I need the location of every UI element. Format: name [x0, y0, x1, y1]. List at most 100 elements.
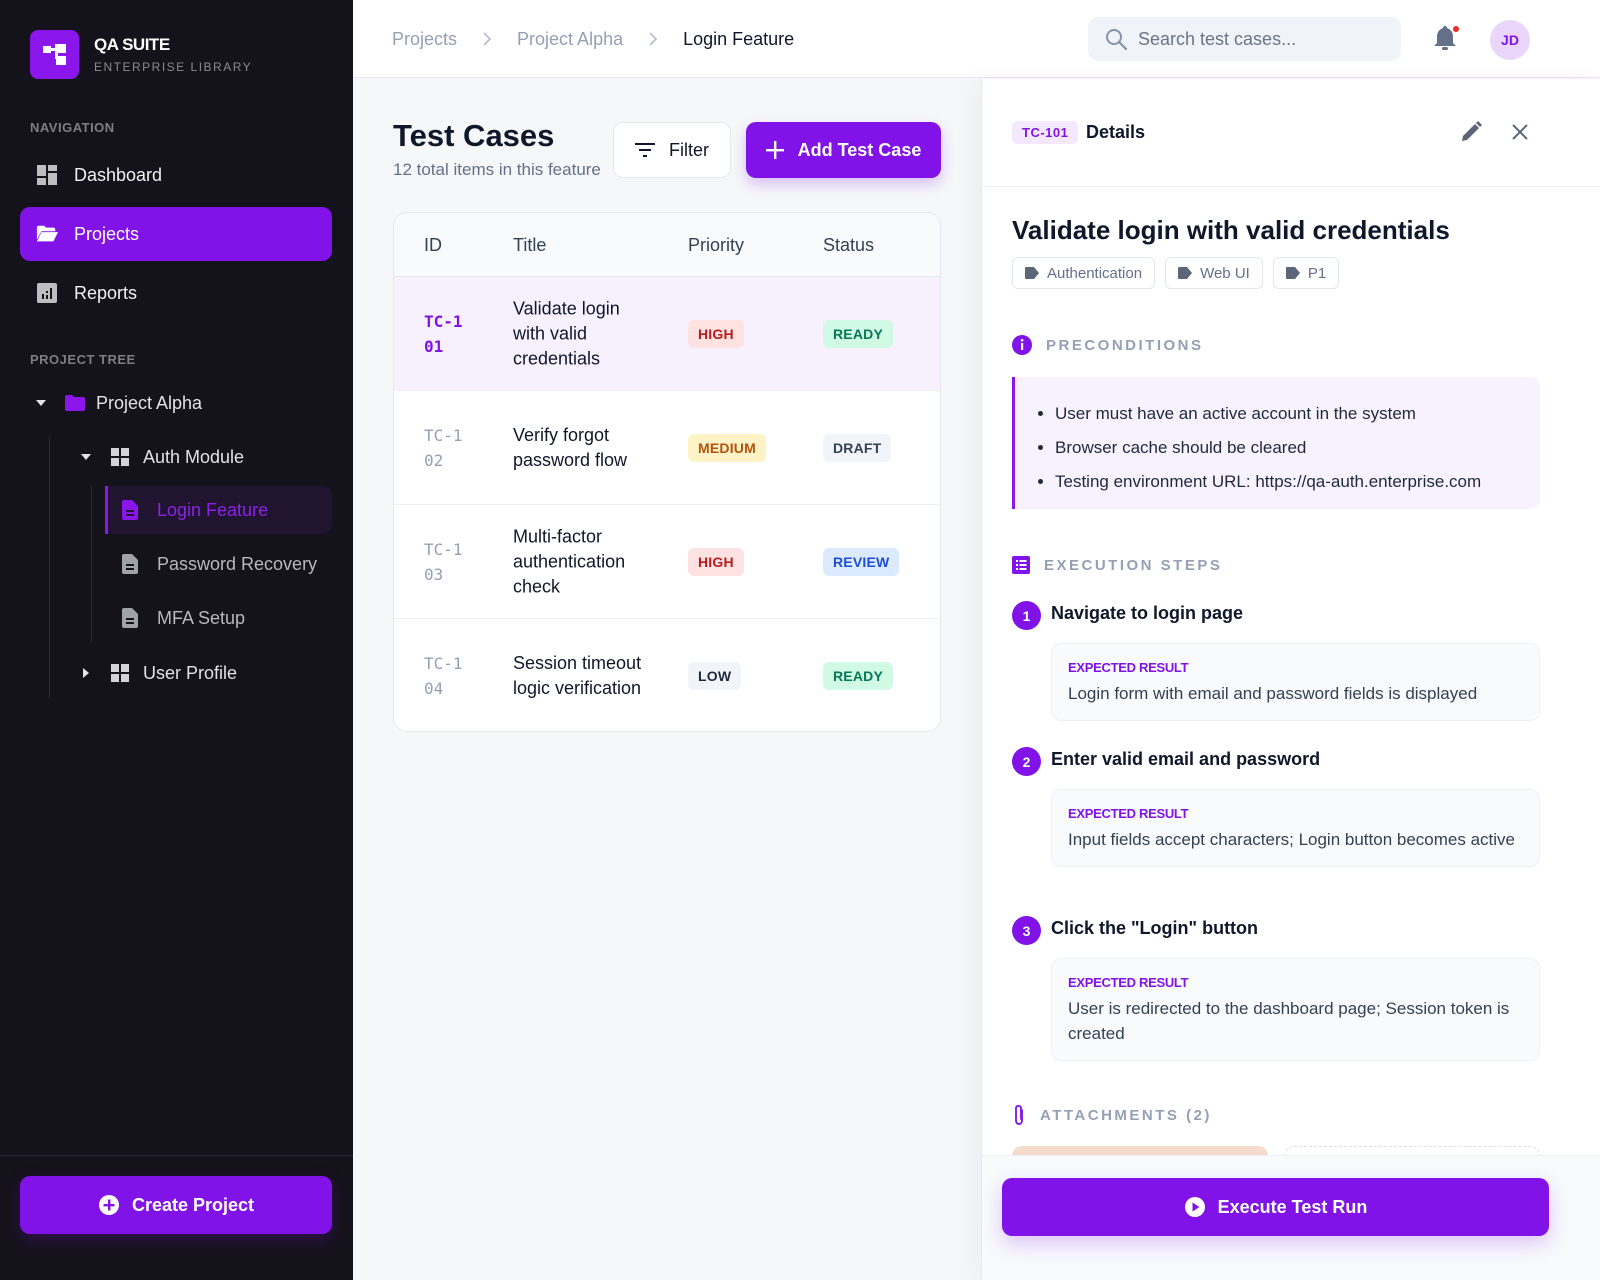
folder-icon [64, 392, 86, 414]
chevron-down-icon[interactable] [81, 452, 91, 462]
step-number: 3 [1012, 916, 1041, 945]
edit-button[interactable] [1458, 119, 1484, 145]
tree-feature-login[interactable]: Login Feature [105, 486, 332, 534]
document-icon [119, 499, 141, 521]
tag[interactable]: Web UI [1165, 257, 1263, 289]
breadcrumb-login-feature: Login Feature [683, 28, 795, 49]
create-project-label: Create Project [131, 1194, 255, 1215]
search-input[interactable] [1138, 28, 1388, 50]
sidebar-item-label: Reports [74, 282, 138, 303]
chevron-right-icon[interactable] [81, 668, 91, 678]
tree-label: MFA Setup [157, 607, 246, 628]
tree-module-auth[interactable]: Auth Module [81, 444, 244, 470]
expected-result-text: User is redirected to the dashboard page… [1068, 999, 1510, 1043]
priority-badge: HIGH [688, 547, 744, 576]
tree-label: Password Recovery [157, 553, 318, 574]
close-button[interactable] [1507, 119, 1533, 145]
column-header-id[interactable]: ID [424, 235, 442, 255]
tree-guide-line [91, 486, 92, 642]
table-row[interactable]: TC-101 Validate login with valid credent… [394, 277, 940, 391]
document-icon [119, 607, 141, 629]
tree-label: User Profile [143, 662, 238, 683]
tree-guide-line [49, 436, 50, 698]
column-header-status[interactable]: Status [823, 235, 875, 255]
create-project-button[interactable]: Create Project [20, 1176, 332, 1234]
notifications-button[interactable] [1433, 24, 1461, 54]
execution-steps-heading: EXECUTION STEPS [1012, 556, 1222, 574]
precondition-item: Browser cache should be cleared [1055, 431, 1540, 465]
chevron-down-icon[interactable] [36, 398, 46, 408]
table-header: ID Title Priority Status [394, 213, 940, 277]
expected-result-label: EXPECTED RESULT [1068, 806, 1189, 821]
tree-feature-mfa-setup[interactable]: MFA Setup [105, 594, 332, 642]
details-header-title: Details [1086, 122, 1146, 142]
table-row[interactable]: TC-103 Multi-factor authentication check… [394, 505, 940, 619]
test-case-id: TC-101 [424, 311, 463, 356]
breadcrumb-project-alpha[interactable]: Project Alpha [517, 28, 624, 49]
tag[interactable]: Authentication [1012, 257, 1156, 289]
search-icon [1104, 27, 1128, 51]
test-case-title: Validate login with valid credentials [513, 298, 620, 368]
table-row[interactable]: TC-104 Session timeout logic verificatio… [394, 619, 940, 731]
sidebar: QA SUITE ENTERPRISE LIBRARY NAVIGATION D… [0, 0, 353, 1280]
tag-label: P1 [1307, 264, 1327, 282]
sidebar-item-reports[interactable]: Reports [20, 266, 332, 320]
status-badge: READY [823, 662, 894, 690]
tag[interactable]: P1 [1272, 257, 1340, 289]
brand: QA SUITE ENTERPRISE LIBRARY [30, 30, 252, 79]
page-title: Test Cases [393, 118, 555, 153]
list-icon [1012, 556, 1030, 574]
expected-result-label: EXPECTED RESULT [1068, 660, 1189, 675]
add-test-case-button[interactable]: Add Test Case [746, 122, 941, 178]
page-subtitle: 12 total items in this feature [393, 160, 601, 179]
topbar: Projects Project Alpha Login Feature JD [353, 0, 1600, 78]
filter-icon [635, 143, 655, 157]
step-title: Click the "Login" button [1051, 918, 1259, 938]
module-grid-icon [109, 446, 131, 468]
execute-test-run-button[interactable]: Execute Test Run [1002, 1178, 1549, 1236]
test-case-id-chip: TC-101 [1012, 121, 1079, 144]
brand-title: QA SUITE [94, 35, 170, 54]
tree-feature-password-recovery[interactable]: Password Recovery [105, 540, 332, 588]
brand-subtitle: ENTERPRISE LIBRARY [94, 60, 253, 74]
priority-badge: LOW [688, 662, 742, 690]
test-case-id: TC-104 [424, 654, 463, 698]
precondition-item: User must have an active account in the … [1055, 397, 1540, 431]
tree-label: Project Alpha [96, 392, 203, 413]
column-header-title[interactable]: Title [513, 235, 547, 255]
paperclip-icon [1012, 1104, 1026, 1126]
filter-button[interactable]: Filter [613, 122, 731, 178]
sidebar-item-dashboard[interactable]: Dashboard [20, 148, 332, 202]
pencil-icon [1460, 121, 1482, 143]
chart-icon [36, 282, 58, 304]
sidebar-item-projects[interactable]: Projects [20, 207, 332, 261]
sidebar-item-label: Projects [74, 223, 140, 244]
bell-icon [1433, 26, 1457, 56]
nav-section-label: NAVIGATION [30, 120, 115, 135]
breadcrumb: Projects Project Alpha Login Feature [392, 0, 794, 78]
close-icon [1512, 124, 1528, 140]
sidebar-footer: Create Project [0, 1155, 353, 1280]
tag-label: Authentication [1047, 264, 1143, 282]
brand-logo-icon [30, 30, 79, 79]
step-title: Navigate to login page [1051, 603, 1244, 623]
expected-result-text: Input fields accept characters; Login bu… [1068, 830, 1515, 849]
expected-result-box: EXPECTED RESULT Login form with email an… [1051, 643, 1540, 721]
expected-result-box: EXPECTED RESULT User is redirected to th… [1051, 958, 1540, 1061]
attachments-heading: ATTACHMENTS (2) [1012, 1104, 1212, 1126]
tree-project-alpha[interactable]: Project Alpha [36, 390, 202, 416]
table-row[interactable]: TC-102 Verify forgot password flow MEDIU… [394, 391, 940, 505]
test-cases-table: ID Title Priority Status TC-101 Validate… [393, 212, 941, 732]
expected-result-box: EXPECTED RESULT Input fields accept char… [1051, 789, 1540, 867]
plus-icon [765, 141, 784, 159]
column-header-priority[interactable]: Priority [688, 235, 745, 255]
expected-result-text: Login form with email and password field… [1068, 684, 1478, 703]
play-circle-icon [1184, 1196, 1206, 1218]
tag-list: Authentication Web UI P1 [1012, 257, 1340, 289]
tree-module-user-profile[interactable]: User Profile [81, 660, 237, 686]
breadcrumb-projects[interactable]: Projects [392, 28, 458, 49]
add-test-case-label: Add Test Case [797, 139, 922, 160]
user-avatar[interactable]: JD [1490, 20, 1530, 60]
tag-icon [1025, 267, 1039, 279]
status-badge: REVIEW [823, 547, 900, 576]
